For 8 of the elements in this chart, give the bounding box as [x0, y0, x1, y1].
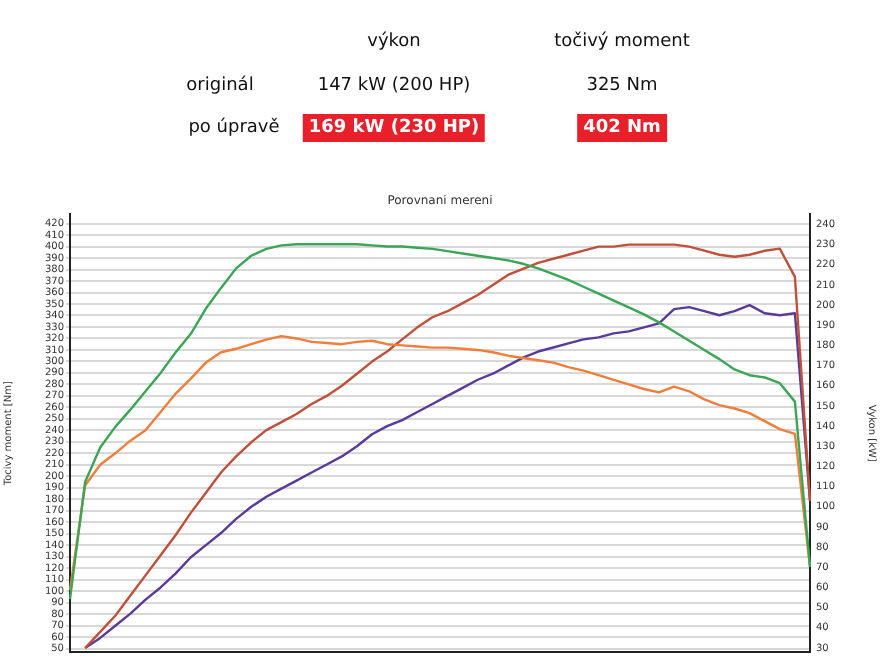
text: 325 Nm: [584, 74, 660, 100]
text: 169 kW (230 HP): [302, 114, 486, 142]
text: po úpravě: [186, 115, 282, 142]
text: 147 kW (200 HP): [315, 74, 473, 100]
text: točivý moment: [552, 29, 692, 56]
text: originál: [184, 73, 256, 100]
text: 402 Nm: [577, 114, 667, 142]
text: výkon: [365, 29, 423, 56]
